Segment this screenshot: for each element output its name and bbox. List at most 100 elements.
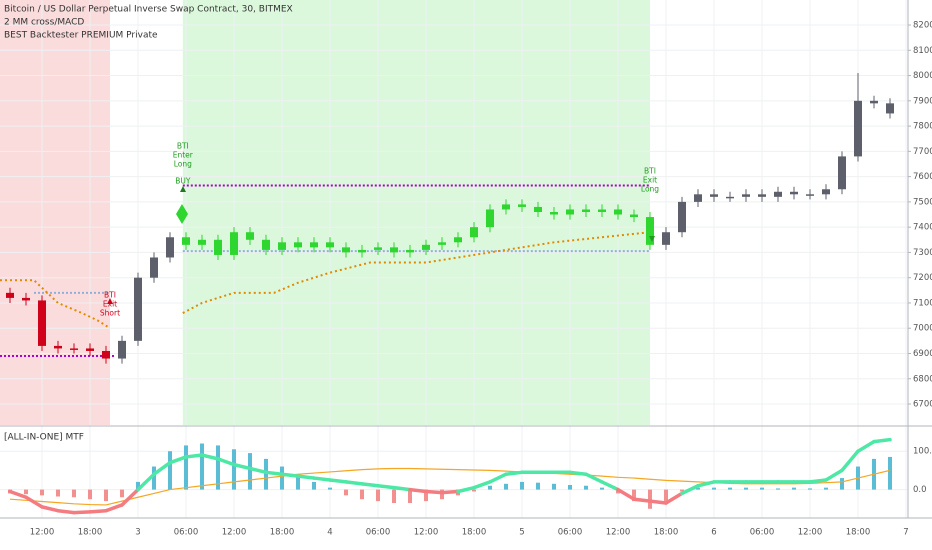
candle-body — [486, 209, 494, 228]
candle-body — [710, 194, 718, 197]
indicator-label: BEST Backtester PREMIUM Private — [4, 31, 158, 41]
histogram-bar — [840, 478, 844, 490]
histogram-bar — [376, 489, 380, 502]
annotation: Short — [100, 308, 120, 317]
oscillator-segment — [264, 470, 284, 476]
candle-body — [534, 206, 542, 212]
oscillator-segment — [184, 453, 204, 459]
x-tick-label: 6 — [711, 528, 716, 538]
histogram-bar — [792, 487, 796, 490]
histogram-bar — [520, 481, 524, 490]
histogram-bar — [232, 449, 236, 490]
oscillator-segment — [584, 472, 604, 484]
oscillator-segment — [568, 470, 588, 476]
candle-body — [422, 244, 430, 250]
candle-body — [822, 189, 830, 195]
histogram-bar — [552, 483, 556, 490]
x-tick-label: 06:00 — [174, 528, 199, 538]
candle-body — [758, 194, 766, 197]
oscillator-segment — [296, 474, 316, 480]
histogram-bar — [88, 489, 92, 500]
signal-arrow — [180, 186, 186, 192]
candle-body — [374, 247, 382, 250]
candle-body — [742, 194, 750, 197]
annotation: BTI — [177, 141, 189, 150]
oscillator-segment — [248, 466, 268, 475]
histogram-bar — [24, 489, 28, 495]
candle-body — [406, 249, 414, 253]
candle-body — [390, 247, 398, 253]
histogram-bar — [104, 489, 108, 502]
oscillator-segment — [840, 449, 860, 473]
histogram-bar — [280, 466, 284, 490]
oscillator-segment — [808, 478, 828, 484]
y-tick-label: 0.0 — [913, 485, 927, 495]
candle-body — [598, 209, 606, 212]
histogram-bar — [152, 466, 156, 490]
candle-body — [646, 217, 654, 245]
y-tick-label: 7900.0 — [913, 96, 932, 106]
x-tick-label: 12:00 — [606, 528, 631, 538]
candle-body — [790, 191, 798, 195]
y-tick-label: 8200.0 — [913, 21, 932, 31]
annotation: Long — [641, 185, 659, 194]
candle-body — [886, 103, 894, 114]
oscillator-segment — [424, 489, 444, 495]
annotation: Long — [174, 159, 192, 168]
candle-body — [438, 242, 446, 245]
candle-body — [550, 211, 558, 215]
x-tick-label: 18:00 — [846, 528, 871, 538]
x-tick-label: 18:00 — [78, 528, 103, 538]
candle-body — [326, 242, 334, 248]
oscillator-segment — [664, 491, 684, 505]
oscillator-segment — [168, 455, 188, 465]
candle-body — [262, 239, 270, 250]
x-tick-label: 18:00 — [654, 528, 679, 538]
x-tick-label: 12:00 — [414, 528, 439, 538]
y-tick-label: 8000.0 — [913, 71, 932, 81]
y-tick-label: 7600.0 — [913, 172, 932, 182]
histogram-bar — [568, 484, 572, 490]
signal-arrow — [107, 298, 113, 304]
histogram-bar — [344, 489, 348, 496]
y-tick-label: 7200.0 — [913, 273, 932, 283]
candle-body — [582, 209, 590, 212]
candle-body — [150, 257, 158, 278]
candle-body — [342, 247, 350, 253]
oscillator-segment — [872, 437, 892, 444]
annotation: BUY — [175, 177, 191, 186]
oscillator-segment — [280, 472, 300, 478]
histogram-bar — [360, 489, 364, 500]
oscillator-segment — [440, 489, 460, 495]
oscillator-segment — [232, 462, 252, 471]
annotation: BTI — [104, 290, 116, 299]
signal-line — [9, 467, 891, 506]
chart-title: Bitcoin / US Dollar Perpetual Inverse Sw… — [4, 5, 293, 15]
candle-body — [182, 237, 190, 245]
oscillator-segment — [328, 478, 348, 484]
y-tick-label: 7400.0 — [913, 223, 932, 233]
indicator-label: [ALL-IN-ONE] MTF — [4, 433, 84, 443]
histogram-bar — [120, 489, 124, 498]
histogram-bar — [760, 487, 764, 490]
candle-body — [470, 227, 478, 238]
histogram-bar — [504, 483, 508, 490]
signal-arrow — [649, 236, 655, 242]
candle-body — [246, 232, 254, 240]
histogram-bar — [56, 489, 60, 497]
candle-body — [518, 204, 526, 207]
oscillator-segment — [8, 489, 28, 500]
y-tick-label: 7100.0 — [913, 298, 932, 308]
histogram-bar — [888, 456, 892, 490]
signal-region — [0, 0, 110, 425]
oscillator-segment — [152, 460, 172, 476]
histogram-bar — [168, 451, 172, 490]
histogram-bar — [536, 482, 540, 490]
y-tick-label: 7700.0 — [913, 147, 932, 157]
candle-body — [70, 348, 78, 350]
candle-body — [198, 239, 206, 245]
candle-body — [214, 239, 222, 255]
candle-body — [310, 242, 318, 248]
oscillator-segment — [344, 480, 364, 486]
oscillator-segment — [392, 485, 412, 492]
